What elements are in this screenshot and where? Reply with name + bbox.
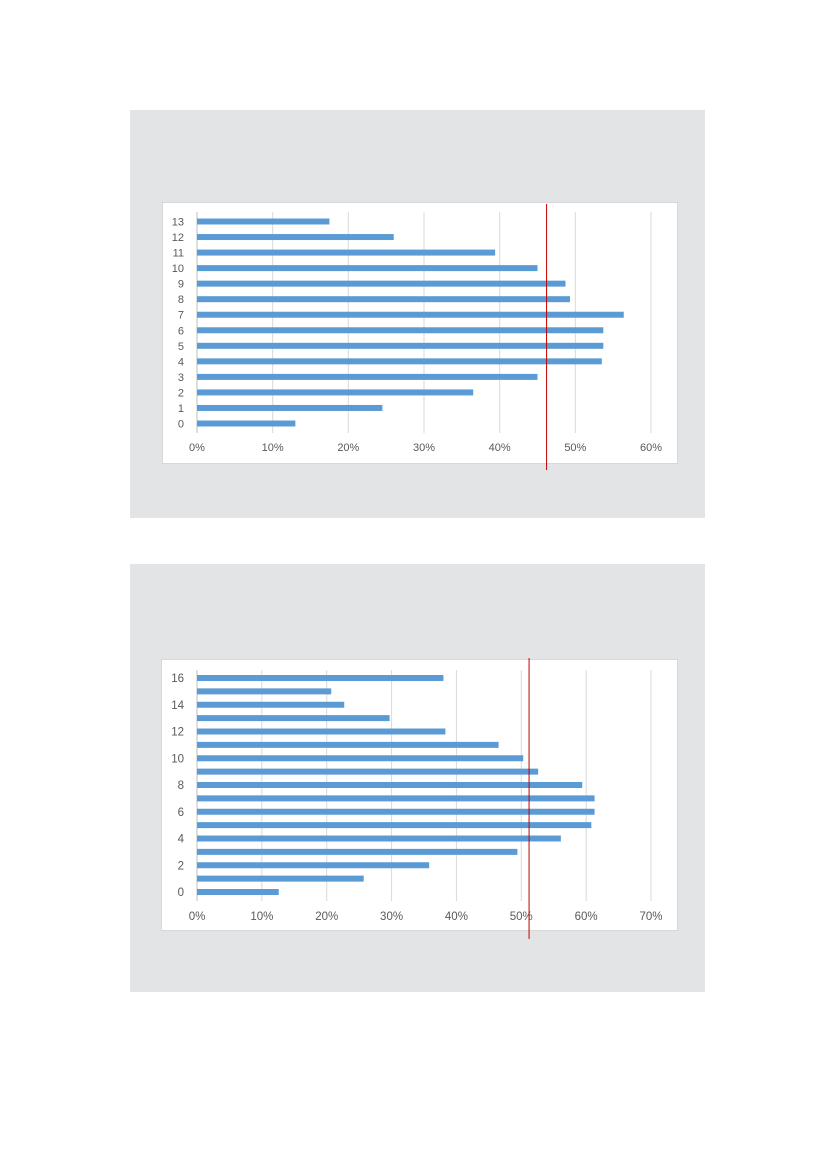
y-tick-label: 11 xyxy=(173,248,184,260)
x-tick-label: 40% xyxy=(445,911,468,923)
bar-3 xyxy=(197,373,538,380)
y-tick-label: 9 xyxy=(178,279,184,291)
y-tick-label: 12 xyxy=(171,727,184,739)
bar-0 xyxy=(197,889,279,895)
bar-2 xyxy=(197,389,474,396)
x-tick-label: 20% xyxy=(315,911,338,923)
y-tick-label: 12 xyxy=(172,232,184,244)
x-tick-label: 0% xyxy=(189,442,205,454)
bar-9 xyxy=(197,768,539,775)
y-tick-label: 0 xyxy=(178,887,184,899)
bar-11 xyxy=(197,741,499,748)
bar-10 xyxy=(197,265,538,272)
bar-13 xyxy=(197,218,330,225)
bar-14 xyxy=(197,701,345,708)
bar-2 xyxy=(197,862,430,869)
bar-6 xyxy=(197,327,604,334)
y-tick-label: 2 xyxy=(178,860,184,872)
x-tick-label: 20% xyxy=(337,442,359,454)
y-tick-label: 3 xyxy=(178,372,184,384)
bar-7 xyxy=(197,795,595,802)
x-tick-label: 60% xyxy=(640,442,662,454)
bar-3 xyxy=(197,848,518,855)
y-tick-label: 6 xyxy=(178,325,184,337)
y-tick-label: 10 xyxy=(171,753,184,765)
bar-1 xyxy=(197,875,364,882)
y-tick-label: 4 xyxy=(178,834,185,846)
y-tick-label: 8 xyxy=(178,780,184,792)
x-tick-label: 10% xyxy=(262,442,284,454)
x-tick-label: 40% xyxy=(489,442,511,454)
bar-8 xyxy=(197,782,583,788)
bar-6 xyxy=(197,808,595,815)
y-tick-label: 5 xyxy=(178,341,184,353)
bar-15 xyxy=(197,688,332,695)
y-tick-label: 13 xyxy=(172,217,184,229)
bar-0 xyxy=(197,420,296,427)
bar-4 xyxy=(197,358,602,365)
bar-9 xyxy=(197,280,566,287)
bar-11 xyxy=(197,249,496,256)
y-tick-label: 8 xyxy=(178,294,184,306)
bar-13 xyxy=(197,715,390,722)
x-tick-label: 50% xyxy=(510,911,533,923)
bar-8 xyxy=(197,296,571,303)
bar-16 xyxy=(197,675,444,681)
y-tick-label: 16 xyxy=(171,673,184,685)
bar-12 xyxy=(197,234,394,241)
y-tick-label: 1 xyxy=(178,403,184,415)
bar-7 xyxy=(197,311,624,318)
bar-1 xyxy=(197,404,383,411)
bar-12 xyxy=(197,728,446,735)
bar-10 xyxy=(197,755,524,762)
x-tick-label: 0% xyxy=(189,911,206,923)
y-tick-label: 14 xyxy=(171,700,184,712)
y-tick-label: 2 xyxy=(178,387,184,399)
y-tick-label: 4 xyxy=(178,356,184,368)
x-tick-label: 70% xyxy=(639,911,662,923)
x-tick-label: 30% xyxy=(380,911,403,923)
x-tick-label: 10% xyxy=(250,911,273,923)
bar-5 xyxy=(197,342,604,349)
x-tick-label: 30% xyxy=(413,442,435,454)
bar-4 xyxy=(197,835,561,842)
y-tick-label: 0 xyxy=(178,419,184,431)
y-tick-label: 10 xyxy=(172,263,184,275)
x-tick-label: 50% xyxy=(564,442,586,454)
bar-5 xyxy=(197,822,592,829)
x-tick-label: 60% xyxy=(575,911,598,923)
y-tick-label: 7 xyxy=(178,310,184,322)
y-tick-label: 6 xyxy=(178,807,184,819)
